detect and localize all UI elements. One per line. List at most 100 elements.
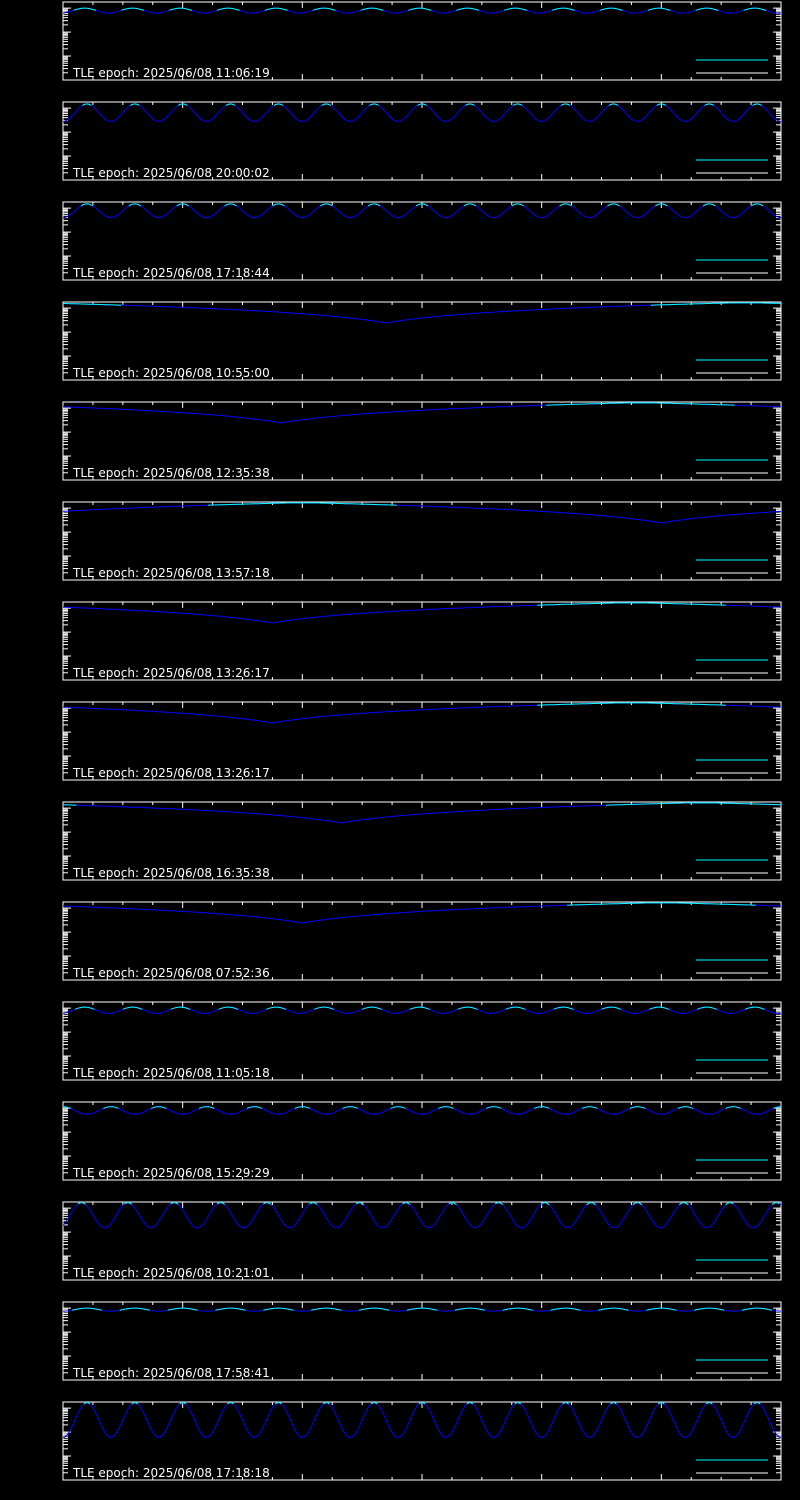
sun-earth-angle-highlight	[560, 103, 571, 106]
tle-epoch-prefix: TLE epoch:	[72, 166, 143, 180]
sun-earth-angle-highlight	[607, 203, 620, 207]
sun-earth-angle-highlight	[80, 203, 94, 207]
sun-earth-angle-highlight	[263, 1202, 272, 1205]
sun-earth-angle-highlight	[314, 1006, 334, 1010]
sun-earth-angle-highlight	[744, 1006, 765, 1010]
sun-earth-angle-highlight	[167, 1307, 198, 1311]
sun-earth-angle-highlight	[311, 1307, 342, 1311]
sun-earth-angle-highlight	[608, 103, 619, 106]
tle-epoch-value: 2025/06/08 15:29:29	[143, 1166, 270, 1180]
sun-earth-angle-highlight	[465, 103, 475, 106]
tle-epoch-text: TLE epoch: 2025/06/08 17:18:44	[72, 266, 270, 280]
sun-earth-angle-curve	[63, 1106, 781, 1115]
sun-earth-angle-highlight	[655, 203, 668, 207]
sun-earth-angle-highlight	[457, 1006, 478, 1010]
panel-icon: TLE epoch: 2025/06/08 17:18:18	[62, 1401, 782, 1481]
sun-earth-angle-highlight	[605, 802, 782, 806]
tle-epoch-value: 2025/06/08 11:06:19	[143, 66, 270, 80]
panel-iris: TLE epoch: 2025/06/08 11:05:18	[62, 1001, 782, 1081]
sun-earth-angle-highlight	[773, 1106, 781, 1109]
sun-earth-angle-highlight	[71, 1307, 102, 1311]
sun-earth-angle-highlight	[632, 1202, 643, 1206]
panel-sdo: TLE epoch: 2025/06/08 07:52:36	[62, 901, 782, 981]
panel-nustar: TLE epoch: 2025/06/08 20:00:02	[62, 101, 782, 181]
sun-earth-angle-highlight	[309, 1202, 318, 1205]
tle-epoch-prefix: TLE epoch:	[72, 1466, 143, 1480]
sun-earth-angle-highlight	[598, 1307, 629, 1311]
sun-earth-angle-highlight	[177, 103, 188, 106]
sun-earth-angle-highlight	[551, 7, 575, 11]
sun-earth-angle-highlight	[103, 1106, 119, 1109]
sun-earth-angle-highlight	[82, 103, 92, 106]
sun-earth-angle-highlight	[537, 702, 726, 706]
sun-earth-angle-highlight	[169, 7, 192, 11]
sun-earth-angle-highlight	[647, 7, 671, 11]
tle-epoch-value: 2025/06/08 13:26:17	[143, 666, 270, 680]
tle-epoch-value: 2025/06/08 17:18:18	[143, 1466, 270, 1480]
sun-earth-angle-highlight	[649, 1006, 669, 1010]
sun-earth-angle-highlight	[355, 1202, 365, 1205]
sun-earth-angle-highlight	[753, 1402, 761, 1405]
sun-earth-angle-highlight	[264, 7, 288, 11]
sun-earth-angle-highlight	[677, 1106, 693, 1109]
tle-epoch-prefix: TLE epoch:	[72, 266, 143, 280]
tle-epoch-prefix: TLE epoch:	[72, 966, 143, 980]
sun-earth-angle-highlight	[369, 103, 379, 106]
tle-epoch-value: 2025/06/08 13:57:18	[143, 566, 270, 580]
sun-earth-angle-highlight	[121, 7, 144, 11]
panel-goes13: TLE epoch: 2025/06/08 10:55:00	[62, 301, 782, 381]
tle-epoch-prefix: TLE epoch:	[72, 1066, 143, 1080]
tle-epoch-text: TLE epoch: 2025/06/08 13:57:18	[72, 566, 270, 580]
tle-epoch-value: 2025/06/08 12:35:38	[143, 466, 270, 480]
tle-epoch-text: TLE epoch: 2025/06/08 15:29:29	[72, 1166, 270, 1180]
tle-epoch-prefix: TLE epoch:	[72, 366, 143, 380]
sun-earth-angle-highlight	[546, 402, 735, 406]
sun-earth-angle-highlight	[273, 103, 284, 106]
sun-earth-angle-highlight	[448, 1202, 457, 1206]
panel-hinode: TLE epoch: 2025/06/08 11:06:19	[62, 1, 782, 81]
sun-earth-angle-highlight	[553, 1006, 574, 1010]
tle-epoch-value: 2025/06/08 10:55:00	[143, 366, 270, 380]
sun-earth-angle-highlight	[658, 1402, 665, 1405]
sun-earth-angle-highlight	[73, 7, 97, 11]
sun-earth-angle-highlight	[705, 1402, 713, 1405]
sun-earth-angle-highlight	[601, 1006, 622, 1010]
sun-earth-angle-highlight	[511, 203, 524, 207]
sun-earth-angle-highlight	[170, 1006, 191, 1010]
sun-earth-angle-highlight	[151, 1106, 167, 1109]
sun-earth-angle-highlight	[610, 1402, 617, 1405]
sun-earth-angle-curve	[62, 502, 782, 524]
sun-earth-angle-highlight	[695, 7, 719, 11]
tle-epoch-text: TLE epoch: 2025/06/08 17:18:18	[72, 1466, 270, 1480]
sun-earth-angle-highlight	[218, 1006, 239, 1010]
sun-earth-angle-highlight	[505, 1006, 526, 1010]
sun-earth-angle-highlight	[170, 1202, 179, 1205]
tle-epoch-prefix: TLE epoch:	[72, 1366, 143, 1380]
sun-earth-angle-highlight	[263, 1307, 294, 1311]
sun-earth-angle-highlight	[646, 1307, 677, 1311]
sun-earth-angle-highlight	[119, 1307, 150, 1311]
sun-earth-angle-highlight	[130, 103, 140, 106]
sun-earth-angle-curve	[62, 1202, 782, 1229]
sun-earth-angle-highlight	[246, 1106, 263, 1109]
sun-earth-angle-highlight	[750, 203, 764, 207]
tle-epoch-value: 2025/06/08 16:35:38	[143, 866, 270, 880]
sun-earth-angle-highlight	[418, 1402, 426, 1405]
tle-epoch-value: 2025/06/08 07:52:36	[143, 966, 270, 980]
tle-epoch-prefix: TLE epoch:	[72, 1266, 143, 1280]
tle-epoch-text: TLE epoch: 2025/06/08 20:00:02	[72, 166, 270, 180]
sun-earth-angle-highlight	[321, 103, 332, 106]
sun-earth-angle-highlight	[63, 1106, 71, 1109]
sun-earth-angle-highlight	[176, 203, 189, 207]
tle-epoch-value: 2025/06/08 10:21:01	[143, 1266, 270, 1280]
sun-earth-angle-highlight	[702, 203, 716, 207]
sun-earth-angle-highlight	[83, 1402, 91, 1405]
panel-iss: TLE epoch: 2025/06/08 10:21:01	[62, 1201, 782, 1281]
sun-earth-angle-highlight	[128, 203, 142, 207]
sun-earth-angle-highlight	[122, 1006, 143, 1010]
tle-epoch-prefix: TLE epoch:	[72, 1166, 143, 1180]
tle-epoch-prefix: TLE epoch:	[72, 466, 143, 480]
sun-earth-angle-highlight	[323, 1402, 330, 1405]
tle-epoch-value: 2025/06/08 17:58:41	[143, 1366, 270, 1380]
sun-earth-angle-highlight	[208, 502, 397, 506]
